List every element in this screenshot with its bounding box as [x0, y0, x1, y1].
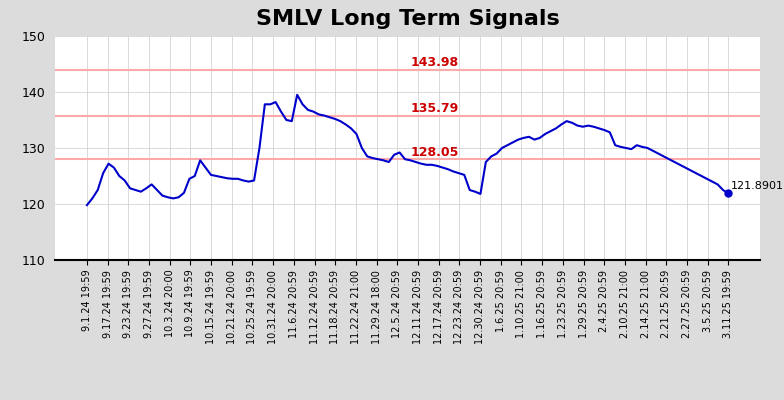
Text: 135.79: 135.79 — [410, 102, 459, 115]
Text: 121.8901: 121.8901 — [731, 181, 784, 191]
Text: 128.05: 128.05 — [410, 146, 459, 158]
Text: 143.98: 143.98 — [410, 56, 459, 69]
Title: SMLV Long Term Signals: SMLV Long Term Signals — [256, 9, 560, 29]
